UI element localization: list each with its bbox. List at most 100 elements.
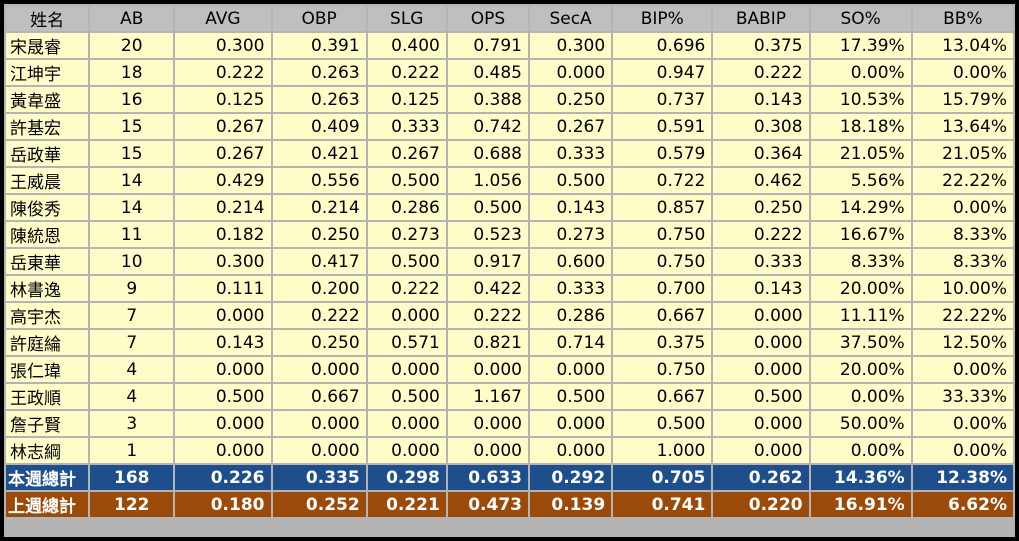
cell-obp: 0.222 [272,303,366,328]
cell-avg: 0.267 [175,114,271,139]
table-row: 陳統恩 11 0.182 0.250 0.273 0.523 0.273 0.750 0.222… [6,222,1013,247]
cell-slg: 0.400 [367,33,446,58]
table-row: 張仁瑋 4 0.000 0.000 0.000 0.000 0.000 0.750 0.000 2… [6,357,1013,382]
cell-babip: 0.222 [713,222,809,247]
cell-name: 本週總計 [6,465,89,490]
cell-slg: 0.000 [367,357,446,382]
cell-ops: 0.222 [447,303,528,328]
total-row: 本週總計 168 0.226 0.335 0.298 0.633 0.292 0.705 0.2… [6,465,1013,490]
cell-avg: 0.214 [175,195,271,220]
cell-ops: 0.821 [447,330,528,355]
cell-so: 11.11% [810,303,911,328]
cell-ab: 1 [90,438,174,463]
cell-bb: 10.00% [912,276,1013,301]
cell-obp: 0.391 [272,33,366,58]
cell-so: 37.50% [810,330,911,355]
cell-babip: 0.000 [713,330,809,355]
cell-bip: 0.857 [613,195,712,220]
cell-name: 岳東華 [6,249,89,274]
cell-babip: 0.000 [713,438,809,463]
cell-name: 許基宏 [6,114,89,139]
table-row: 林志綱 1 0.000 0.000 0.000 0.000 0.000 1.000 0.000 0… [6,438,1013,463]
cell-ops: 0.500 [447,195,528,220]
cell-obp: 0.000 [272,411,366,436]
cell-avg: 0.182 [175,222,271,247]
cell-seca: 0.267 [530,114,612,139]
cell-bb: 33.33% [912,384,1013,409]
cell-slg: 0.333 [367,114,446,139]
cell-obp: 0.000 [272,357,366,382]
cell-name: 許庭綸 [6,330,89,355]
cell-babip: 0.000 [713,357,809,382]
cell-slg: 0.500 [367,249,446,274]
table-row: 許庭綸 7 0.143 0.250 0.571 0.821 0.714 0.375 0.000 3… [6,330,1013,355]
cell-seca: 0.250 [530,87,612,112]
cell-so: 18.18% [810,114,911,139]
header-ops: OPS [447,6,528,31]
cell-ab: 15 [90,141,174,166]
cell-so: 16.91% [810,492,911,517]
cell-bb: 15.79% [912,87,1013,112]
cell-bb: 0.00% [912,195,1013,220]
cell-slg: 0.500 [367,168,446,193]
cell-ab: 7 [90,303,174,328]
table-row: 王政順 4 0.500 0.667 0.500 1.167 0.500 0.667 0.500 0… [6,384,1013,409]
cell-name: 黃韋盛 [6,87,89,112]
table-row: 高宇杰 7 0.000 0.222 0.000 0.222 0.286 0.667 0.000 1… [6,303,1013,328]
cell-ab: 4 [90,357,174,382]
cell-slg: 0.000 [367,438,446,463]
cell-obp: 0.200 [272,276,366,301]
cell-bip: 0.750 [613,249,712,274]
cell-bip: 0.375 [613,330,712,355]
cell-seca: 0.139 [530,492,612,517]
cell-name: 陳俊秀 [6,195,89,220]
table-row: 江坤宇 18 0.222 0.263 0.222 0.485 0.000 0.947 0.222… [6,60,1013,85]
cell-bb: 12.38% [912,465,1013,490]
cell-ops: 0.688 [447,141,528,166]
cell-bb: 13.04% [912,33,1013,58]
cell-seca: 0.273 [530,222,612,247]
cell-name: 江坤宇 [6,60,89,85]
header-row: 姓名 AB AVG OBP SLG OPS SecA BIP% BABIP SO… [6,6,1013,31]
cell-babip: 0.500 [713,384,809,409]
cell-name: 王政順 [6,384,89,409]
cell-bb: 13.64% [912,114,1013,139]
cell-bip: 0.696 [613,33,712,58]
cell-slg: 0.222 [367,60,446,85]
cell-obp: 0.417 [272,249,366,274]
cell-name: 詹子賢 [6,411,89,436]
cell-name: 林志綱 [6,438,89,463]
cell-ops: 0.000 [447,438,528,463]
cell-bip: 0.947 [613,60,712,85]
cell-avg: 0.226 [175,465,271,490]
cell-babip: 0.250 [713,195,809,220]
cell-slg: 0.500 [367,384,446,409]
cell-slg: 0.000 [367,303,446,328]
header-bip: BIP% [613,6,712,31]
cell-obp: 0.250 [272,222,366,247]
cell-obp: 0.000 [272,438,366,463]
cell-slg: 0.286 [367,195,446,220]
cell-slg: 0.267 [367,141,446,166]
cell-ab: 16 [90,87,174,112]
cell-ops: 1.167 [447,384,528,409]
cell-bip: 0.722 [613,168,712,193]
cell-obp: 0.409 [272,114,366,139]
cell-ops: 0.791 [447,33,528,58]
cell-slg: 0.298 [367,465,446,490]
cell-avg: 0.000 [175,438,271,463]
cell-seca: 0.000 [530,60,612,85]
table-row: 岳政華 15 0.267 0.421 0.267 0.688 0.333 0.579 0.364… [6,141,1013,166]
cell-avg: 0.143 [175,330,271,355]
cell-so: 50.00% [810,411,911,436]
cell-avg: 0.000 [175,303,271,328]
cell-bip: 0.579 [613,141,712,166]
cell-ab: 18 [90,60,174,85]
cell-name: 宋晟睿 [6,33,89,58]
cell-seca: 0.000 [530,411,612,436]
cell-avg: 0.000 [175,357,271,382]
table-row: 許基宏 15 0.267 0.409 0.333 0.742 0.267 0.591 0.308… [6,114,1013,139]
cell-obp: 0.263 [272,87,366,112]
cell-babip: 0.462 [713,168,809,193]
header-avg: AVG [175,6,271,31]
